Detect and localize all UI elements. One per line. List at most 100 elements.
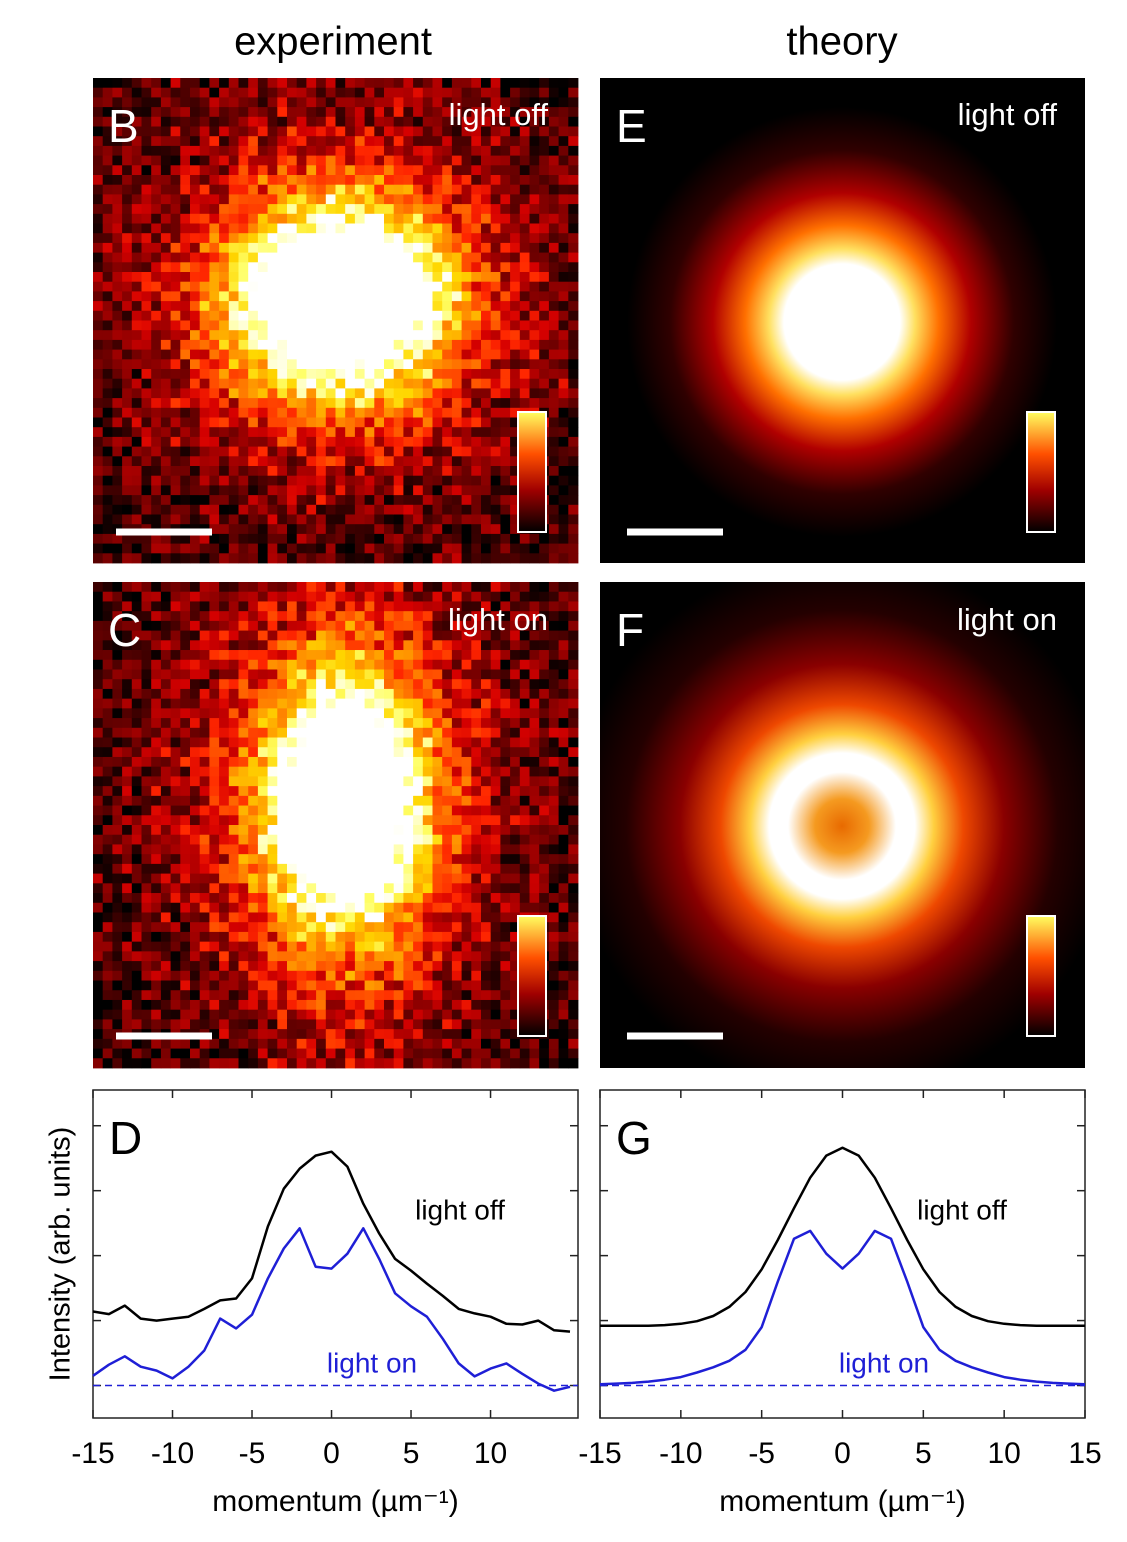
pixel (112, 805, 123, 816)
pixel (539, 78, 550, 89)
pixel (510, 786, 521, 797)
pixel (471, 446, 482, 457)
pixel (277, 87, 288, 98)
pixel (471, 708, 482, 719)
pixel (354, 446, 365, 457)
pixel (131, 737, 142, 748)
pixel (248, 912, 259, 923)
pixel (267, 980, 278, 991)
pixel (316, 727, 327, 738)
pixel (228, 388, 239, 399)
pixel (248, 747, 259, 758)
pixel (131, 204, 142, 215)
pixel (102, 679, 113, 690)
pixel (568, 291, 579, 302)
pixel (432, 795, 443, 806)
pixel (432, 456, 443, 467)
pixel (325, 204, 336, 215)
pixel (190, 398, 201, 409)
pixel (122, 475, 133, 486)
pixel (422, 776, 433, 787)
pixel (199, 659, 210, 670)
pixel (529, 543, 540, 554)
pixel (335, 893, 346, 904)
pixel (257, 553, 268, 564)
pixel (248, 795, 259, 806)
pixel (500, 630, 511, 641)
pixel (335, 330, 346, 341)
pixel (471, 145, 482, 156)
pixel (180, 1038, 191, 1049)
pixel (548, 970, 559, 981)
pixel (384, 727, 395, 738)
pixel (122, 359, 133, 370)
pixel (442, 485, 453, 496)
pixel (170, 970, 181, 981)
pixel (209, 398, 220, 409)
pixel (490, 747, 501, 758)
pixel (568, 407, 579, 418)
pixel (558, 213, 569, 224)
pixel (112, 912, 123, 923)
pixel (190, 815, 201, 826)
pixel (257, 359, 268, 370)
pixel (160, 591, 171, 602)
pixel (112, 339, 123, 350)
pixel (296, 320, 307, 331)
pixel (500, 233, 511, 244)
pixel (170, 145, 181, 156)
pixel (122, 630, 133, 641)
pixel (131, 116, 142, 127)
pixel (529, 175, 540, 186)
pixel (141, 272, 152, 283)
pixel (209, 427, 220, 438)
pixel (413, 378, 424, 389)
pixel (461, 417, 472, 428)
pixel (325, 970, 336, 981)
pixel (141, 922, 152, 933)
pixel (345, 475, 356, 486)
pixel (257, 902, 268, 913)
pixel (374, 87, 385, 98)
pixel (374, 485, 385, 496)
pixel (112, 301, 123, 312)
pixel (190, 795, 201, 806)
pixel (112, 795, 123, 806)
pixel (296, 359, 307, 370)
pixel (170, 378, 181, 389)
pixel (510, 262, 521, 273)
pixel (461, 1038, 472, 1049)
pixel (451, 582, 462, 593)
pixel (500, 533, 511, 544)
pixel (481, 543, 492, 554)
pixel (461, 204, 472, 215)
pixel (219, 863, 230, 874)
pixel (451, 1058, 462, 1069)
pixel (180, 805, 191, 816)
pixel (267, 126, 278, 137)
pixel (422, 611, 433, 622)
pixel (471, 825, 482, 836)
pixel (413, 825, 424, 836)
pixel (451, 873, 462, 884)
pixel (219, 543, 230, 554)
pixel (122, 378, 133, 389)
pixel (267, 349, 278, 360)
pixel (354, 1009, 365, 1020)
pixel (432, 184, 443, 195)
pixel (481, 941, 492, 952)
pixel (151, 1019, 162, 1030)
pixel (354, 262, 365, 273)
pixel (374, 776, 385, 787)
pixel (238, 359, 249, 370)
pixel (141, 553, 152, 564)
pixel (287, 466, 298, 477)
pixel (296, 155, 307, 166)
pixel (471, 485, 482, 496)
pixel (422, 902, 433, 913)
pixel (335, 601, 346, 612)
pixel (228, 999, 239, 1011)
pixel (442, 194, 453, 205)
pixel (102, 398, 113, 409)
pixel (403, 281, 414, 292)
